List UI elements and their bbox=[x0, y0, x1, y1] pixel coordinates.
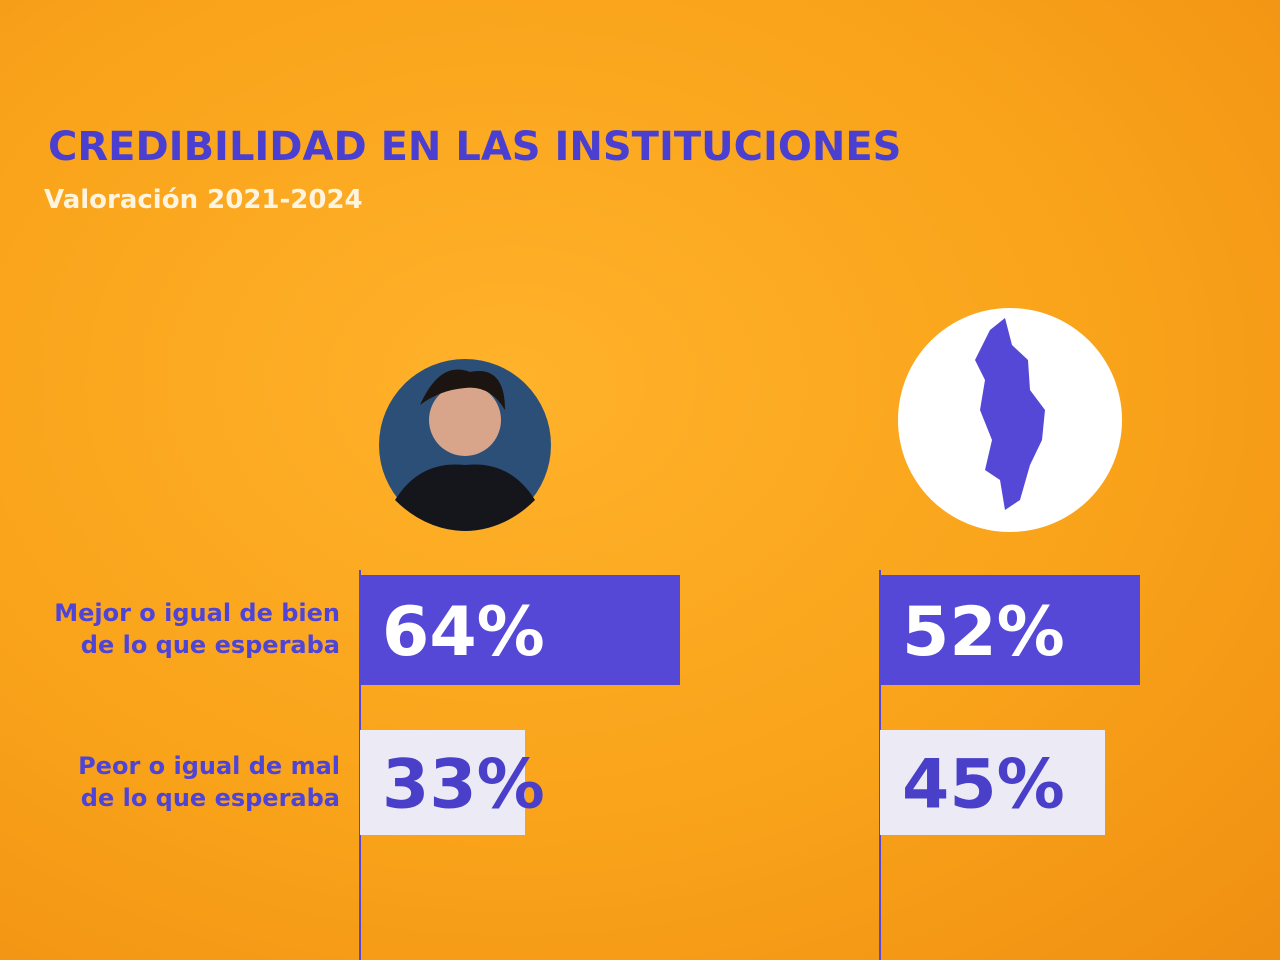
bar bbox=[880, 575, 1140, 685]
bar bbox=[360, 575, 680, 685]
value-label: 33% bbox=[382, 746, 545, 825]
state-map-icon bbox=[898, 308, 1122, 532]
category-label: Peor o igual de mal de lo que esperaba bbox=[78, 751, 340, 812]
value-label: 52% bbox=[902, 593, 1065, 672]
value-label: 64% bbox=[382, 593, 545, 672]
value-label: 45% bbox=[902, 746, 1065, 825]
chart-title: CREDIBILIDAD EN LAS INSTITUCIONES bbox=[48, 124, 901, 170]
chart-subtitle: Valoración 2021-2024 bbox=[44, 185, 363, 215]
bar bbox=[360, 730, 525, 835]
bar bbox=[880, 730, 1105, 835]
category-label: Mejor o igual de bien de lo que esperaba bbox=[54, 599, 340, 660]
person-icon bbox=[379, 359, 551, 531]
